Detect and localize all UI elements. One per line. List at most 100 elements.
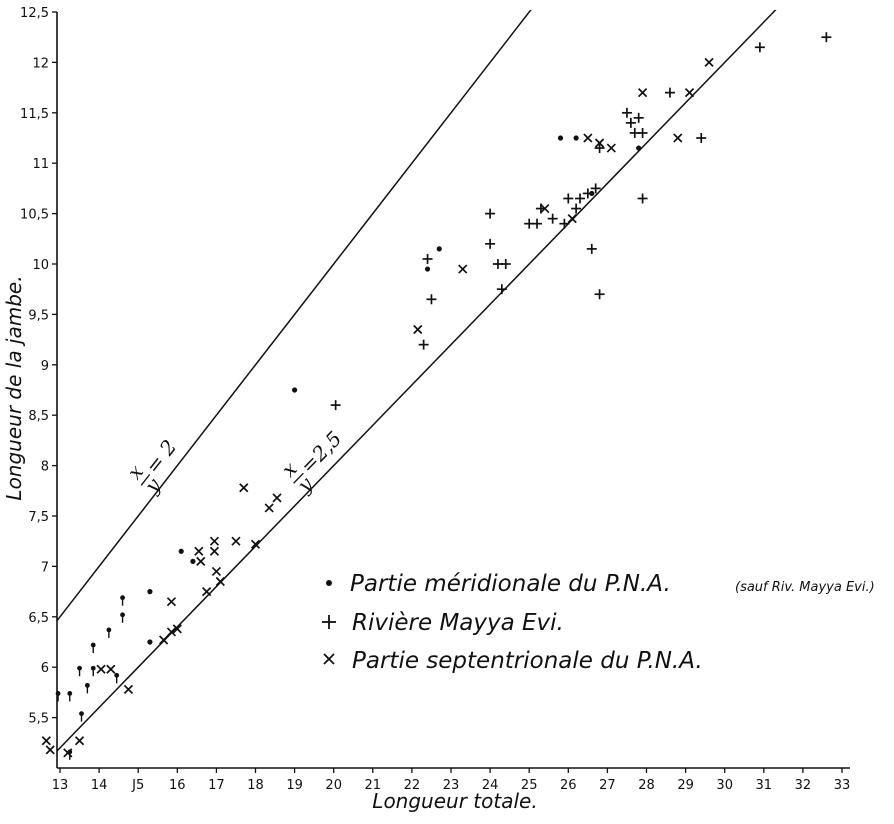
- x-tick-label: 20: [325, 778, 342, 793]
- data-point-plus: [485, 208, 496, 219]
- y-tick-label: 10: [32, 258, 49, 273]
- legend-marker-dot: [326, 580, 332, 586]
- data-point-cross: [540, 203, 550, 214]
- data-point-cross: [264, 503, 274, 513]
- reference-line-label: xy=2,5: [277, 426, 347, 497]
- y-tick-label: 6,5: [28, 611, 49, 626]
- data-point-plus: [532, 218, 543, 229]
- data-point-dot: [573, 135, 579, 141]
- data-point-cross: [567, 214, 577, 224]
- data-point-plus: [637, 193, 648, 204]
- data-point-cross: [239, 483, 249, 493]
- data-point-pin: [90, 642, 96, 654]
- x-tick-label: 17: [208, 778, 225, 793]
- x-ticks: 13 14 J5 16 17 18 19 20 21 22 23 24 25 26 27 28 29 30 31 32…: [52, 768, 851, 793]
- x-tick-label: 26: [560, 778, 577, 793]
- y-tick-label: 5,5: [28, 712, 49, 727]
- data-point-cross: [202, 586, 212, 597]
- legend: Partie méridionale du P.N.A. (sauf Riv. …: [322, 571, 875, 674]
- x-tick-label: 22: [404, 778, 421, 793]
- data-point-plus: [496, 284, 507, 295]
- legend-marker-plus: [322, 615, 336, 629]
- data-point-pin: [67, 749, 73, 760]
- data-points: [41, 32, 832, 760]
- data-point-cross: [231, 536, 241, 546]
- data-point-pin: [67, 691, 73, 702]
- reference-line-ratio-2: [57, 10, 532, 622]
- x-tick-label: 32: [795, 778, 812, 793]
- data-point-cross: [684, 88, 695, 98]
- y-ticks: 5,5 6 6,5 7 7,5 8 8,5 9 9,5 10 10,5 11 11,5 12 12,5: [20, 6, 57, 727]
- legend-label-meridionale: Partie méridionale du P.N.A.: [350, 571, 671, 597]
- data-point-plus: [594, 289, 605, 300]
- data-point-pin: [120, 595, 125, 606]
- data-point-cross: [41, 736, 51, 746]
- data-point-plus: [426, 294, 437, 305]
- data-point-plus: [547, 213, 558, 224]
- x-tick-label: 30: [716, 778, 733, 793]
- data-point-cross: [250, 539, 261, 549]
- data-point-pin: [90, 665, 96, 677]
- data-point-cross: [159, 635, 169, 645]
- data-point-plus: [571, 203, 582, 214]
- data-point-cross: [413, 324, 423, 335]
- y-tick-label: 8: [41, 460, 49, 475]
- y-tick-label: 9: [41, 359, 49, 374]
- data-point-plus: [422, 253, 433, 264]
- data-point-pin: [79, 711, 84, 722]
- x-tick-label: 14: [91, 778, 108, 793]
- data-point-cross: [637, 88, 648, 98]
- x-tick-label: 24: [482, 778, 499, 793]
- data-point-pin: [106, 627, 112, 638]
- data-point-dot: [424, 266, 431, 272]
- data-point-plus: [696, 133, 707, 143]
- data-point-plus: [586, 243, 597, 254]
- x-tick-label: 21: [365, 778, 382, 793]
- data-point-plus: [621, 107, 632, 118]
- data-point-plus: [485, 238, 496, 249]
- y-tick-label: 11,5: [20, 107, 49, 122]
- y-tick-label: 7: [41, 560, 49, 575]
- data-point-cross: [194, 546, 204, 556]
- data-point-plus: [821, 32, 832, 43]
- x-tick-label: 27: [599, 778, 616, 793]
- legend-note-meridionale: (sauf Riv. Mayya Evi.): [735, 580, 875, 595]
- ref-label-denominator: y: [139, 473, 166, 498]
- data-point-cross: [673, 133, 683, 143]
- data-point-dot: [178, 548, 184, 554]
- x-tick-label: 29: [677, 778, 694, 793]
- data-point-pin: [120, 612, 125, 623]
- data-point-cross: [166, 597, 177, 607]
- data-point-pin: [55, 691, 61, 702]
- data-point-cross: [123, 684, 134, 694]
- data-point-cross: [106, 664, 116, 674]
- y-tick-label: 10,5: [20, 208, 49, 223]
- x-axis-title: Longueur totale.: [372, 789, 537, 813]
- data-point-pin: [77, 665, 82, 677]
- data-point-plus: [582, 188, 593, 199]
- data-point-dot: [292, 387, 298, 393]
- data-point-plus: [664, 87, 675, 98]
- data-point-plus: [559, 218, 570, 229]
- y-tick-label: 11: [32, 157, 49, 172]
- data-point-plus: [594, 143, 605, 154]
- data-point-dot: [436, 246, 442, 252]
- x-tick-label: 19: [286, 778, 303, 793]
- data-point-cross: [45, 745, 55, 755]
- data-point-dot: [190, 558, 196, 564]
- x-tick-label: 33: [834, 778, 851, 793]
- y-tick-label: 6: [41, 661, 49, 676]
- x-tick-label: J5: [131, 778, 144, 793]
- data-point-cross: [166, 627, 177, 637]
- data-point-pin: [84, 682, 90, 694]
- data-point-plus: [754, 42, 765, 53]
- data-point-cross: [209, 546, 220, 556]
- data-point-plus: [500, 259, 511, 269]
- data-point-dot: [147, 639, 153, 645]
- y-axis-title: Longueur de la jambe.: [2, 275, 26, 500]
- x-tick-label: 28: [638, 778, 655, 793]
- legend-label-septentrionale: Partie septentrionale du P.N.A.: [352, 648, 703, 674]
- data-point-cross: [215, 576, 225, 587]
- y-tick-label: 7,5: [28, 510, 49, 525]
- data-point-plus: [625, 117, 636, 128]
